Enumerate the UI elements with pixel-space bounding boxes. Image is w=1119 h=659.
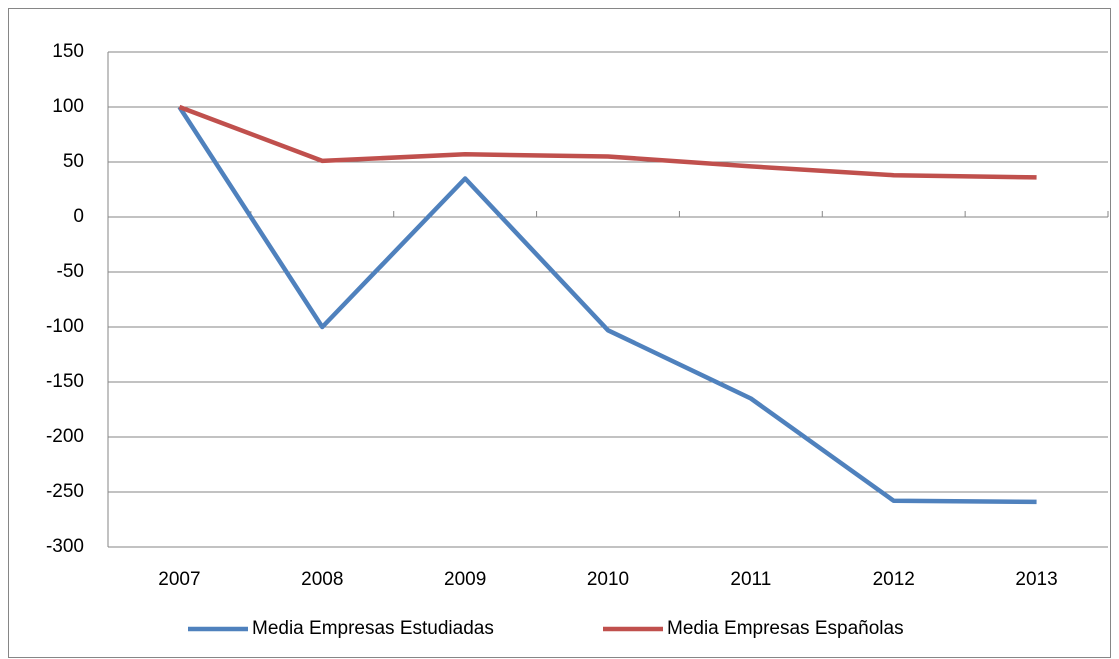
y-tick-label: 150 [52, 41, 84, 62]
legend-label: Media Empresas Españolas [667, 618, 904, 639]
y-tick-label: -250 [46, 481, 84, 502]
y-tick-label: -100 [46, 316, 84, 337]
legend-label: Media Empresas Estudiadas [252, 618, 494, 639]
y-tick-label: 0 [73, 206, 84, 227]
x-tick-label: 2007 [158, 569, 200, 590]
x-tick-label: 2008 [301, 569, 343, 590]
x-tick-label: 2009 [444, 569, 486, 590]
y-tick-label: -150 [46, 371, 84, 392]
x-tick-label: 2010 [587, 569, 629, 590]
y-tick-label: -300 [46, 536, 84, 557]
y-tick-label: 50 [63, 151, 84, 172]
chart-border [8, 8, 1111, 658]
y-tick-label: -200 [46, 426, 84, 447]
x-tick-label: 2012 [873, 569, 915, 590]
y-tick-label: 100 [52, 96, 84, 117]
x-tick-label: 2011 [730, 569, 771, 590]
series-line [178, 104, 1037, 180]
y-tick-label: -50 [57, 261, 84, 282]
x-tick-label: 2013 [1015, 569, 1057, 590]
series-line [177, 105, 1037, 505]
